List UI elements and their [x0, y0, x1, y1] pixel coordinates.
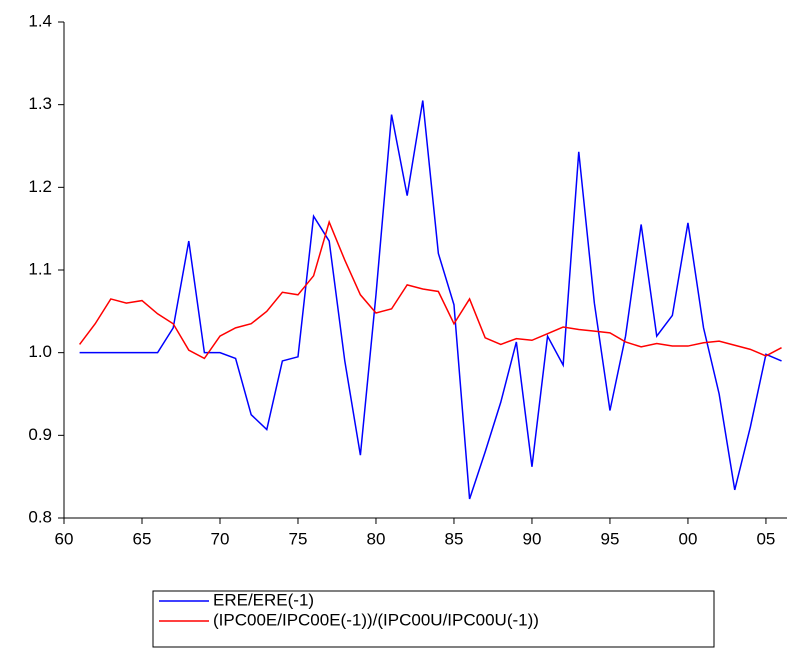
x-tick-label: 85	[445, 529, 464, 548]
legend-label: ERE/ERE(-1)	[213, 590, 314, 609]
y-tick-label: 1.4	[28, 11, 52, 30]
x-tick-label: 90	[523, 529, 542, 548]
x-tick-label: 80	[367, 529, 386, 548]
x-tick-label: 60	[55, 529, 74, 548]
series-line	[79, 100, 782, 500]
y-tick-label: 1.1	[28, 259, 52, 278]
y-tick-label: 1.0	[28, 342, 52, 361]
x-tick-label: 70	[211, 529, 230, 548]
x-tick-label: 95	[600, 529, 619, 548]
y-tick-label: 0.9	[28, 425, 52, 444]
x-tick-label: 75	[289, 529, 308, 548]
x-tick-label: 00	[678, 529, 697, 548]
plot-area	[79, 100, 782, 500]
y-tick-label: 1.3	[28, 94, 52, 113]
x-tick-label: 65	[133, 529, 152, 548]
y-tick-label: 1.2	[28, 177, 52, 196]
legend-box	[152, 590, 715, 648]
y-tick-label: 0.8	[28, 507, 52, 526]
x-tick-label: 05	[756, 529, 775, 548]
legend-label: (IPC00E/IPC00E(-1))/(IPC00U/IPC00U(-1))	[213, 610, 539, 629]
series-line	[79, 219, 782, 360]
